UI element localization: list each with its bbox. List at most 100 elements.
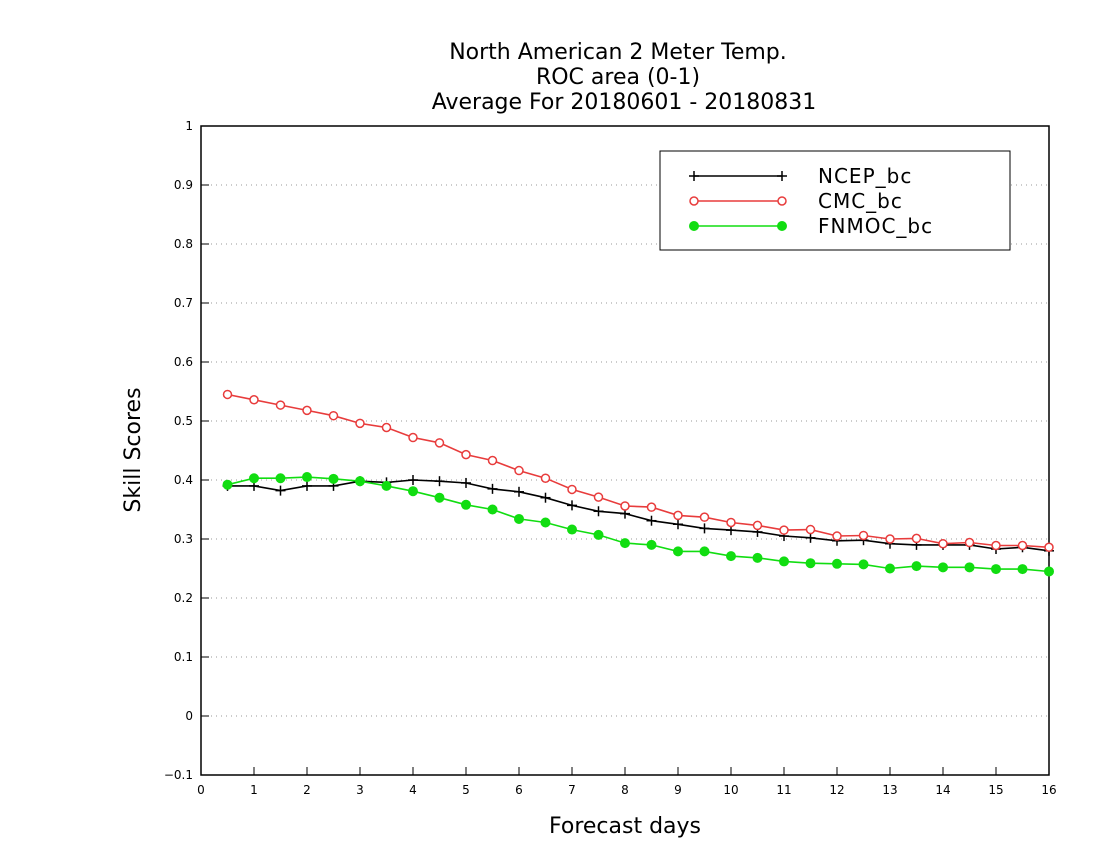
data-point-cmc-bc [805, 524, 816, 535]
data-point-fnmoc-bc [752, 552, 763, 563]
x-tick-label: 8 [621, 783, 629, 797]
data-point-fnmoc-bc [620, 538, 630, 549]
data-point-ncep-bc [408, 475, 418, 485]
series-fnmoc-bc [222, 472, 1054, 577]
data-point-cmc-bc [593, 492, 604, 502]
data-point-fnmoc-bc [1044, 566, 1054, 577]
data-point-cmc-bc [408, 432, 418, 443]
data-point-cmc-bc [991, 540, 1001, 551]
legend-label: CMC_bc [818, 189, 903, 213]
data-point-ncep-bc [514, 486, 524, 497]
data-point-cmc-bc [620, 501, 630, 511]
y-axis: −0.1 0 0.1 0.2 0.3 0.4 0.5 0.6 0.7 0.8 0.9 1 [164, 119, 209, 782]
data-point-fnmoc-bc [408, 486, 418, 497]
data-point-fnmoc-bc [461, 499, 471, 510]
y-tick-label: 0.9 [174, 178, 193, 192]
data-point-ncep-bc [805, 532, 816, 543]
x-axis: 0 1 2 3 4 5 6 7 8 9 10 11 12 13 14 15 16 [197, 767, 1057, 797]
data-point-fnmoc-bc [381, 480, 392, 491]
data-point-cmc-bc [779, 525, 789, 535]
x-tick-label: 9 [674, 783, 682, 797]
legend-label: NCEP_bc [818, 164, 912, 188]
data-point-fnmoc-bc [991, 564, 1001, 575]
y-tick-label: 0.8 [174, 237, 193, 251]
x-tick-label: 14 [935, 783, 950, 797]
data-point-fnmoc-bc [275, 473, 286, 484]
x-axis-label: Forecast days [549, 814, 701, 839]
x-tick-label: 6 [515, 783, 523, 797]
data-point-fnmoc-bc [885, 563, 895, 574]
legend-marker [777, 171, 787, 181]
data-point-fnmoc-bc [673, 546, 683, 557]
x-tick-label: 3 [356, 783, 364, 797]
data-point-ncep-bc [540, 492, 551, 503]
data-point-ncep-bc [302, 480, 312, 491]
data-point-ncep-bc [646, 515, 657, 526]
data-point-cmc-bc [302, 405, 312, 416]
data-point-fnmoc-bc [779, 556, 789, 567]
data-point-fnmoc-bc [328, 473, 339, 484]
data-point-fnmoc-bc [911, 561, 922, 572]
legend-marker [689, 196, 699, 206]
x-tick-label: 10 [723, 783, 738, 797]
data-point-fnmoc-bc [646, 539, 657, 550]
x-tick-label: 16 [1041, 783, 1056, 797]
legend-marker [689, 171, 699, 181]
data-point-fnmoc-bc [858, 559, 869, 570]
x-tick-label: 0 [197, 783, 205, 797]
series-layer [222, 389, 1054, 577]
data-point-ncep-bc [275, 485, 286, 496]
chart-title-line-3: Average For 20180601 - 20180831 [432, 90, 817, 115]
y-tick-label: 1 [185, 119, 193, 133]
data-point-cmc-bc [752, 520, 763, 531]
data-point-cmc-bc [328, 410, 339, 421]
data-point-fnmoc-bc [567, 524, 577, 535]
chart-title: North American 2 Meter Temp. ROC area (0… [432, 40, 817, 115]
data-point-ncep-bc [593, 506, 604, 517]
x-tick-label: 15 [988, 783, 1003, 797]
data-point-cmc-bc [1044, 542, 1054, 553]
y-tick-label: 0 [185, 709, 193, 723]
chart-title-line-2: ROC area (0-1) [536, 65, 700, 90]
legend-marker [777, 221, 787, 231]
data-point-cmc-bc [275, 400, 286, 410]
data-point-cmc-bc [1017, 540, 1028, 551]
data-point-fnmoc-bc [1017, 564, 1028, 575]
legend-label: FNMOC_bc [818, 214, 933, 238]
data-point-cmc-bc [381, 422, 392, 433]
data-point-fnmoc-bc [249, 473, 259, 484]
x-tick-label: 4 [409, 783, 417, 797]
data-point-cmc-bc [567, 484, 577, 495]
data-point-cmc-bc [938, 538, 948, 549]
y-tick-label: 0.5 [174, 414, 193, 428]
data-point-cmc-bc [355, 418, 365, 429]
data-point-fnmoc-bc [302, 472, 312, 483]
x-tick-label: 13 [882, 783, 897, 797]
y-tick-label: −0.1 [164, 768, 193, 782]
data-point-cmc-bc [434, 438, 445, 448]
series-cmc-bc [222, 389, 1054, 553]
data-point-fnmoc-bc [726, 551, 736, 562]
data-point-ncep-bc [461, 477, 471, 488]
data-point-cmc-bc [726, 517, 736, 528]
data-point-fnmoc-bc [964, 562, 975, 573]
legend-item-cmc-bc: CMC_bc [689, 189, 903, 213]
data-point-cmc-bc [222, 389, 233, 400]
y-tick-label: 0.4 [174, 473, 193, 487]
series-line-cmc-bc [227, 393, 1050, 549]
y-axis-label: Skill Scores [121, 387, 146, 512]
x-tick-label: 11 [776, 783, 791, 797]
x-tick-label: 12 [829, 783, 844, 797]
data-point-fnmoc-bc [938, 562, 948, 573]
data-point-cmc-bc [540, 473, 551, 483]
data-point-ncep-bc [434, 476, 445, 487]
data-point-fnmoc-bc [540, 517, 551, 528]
data-point-cmc-bc [487, 455, 498, 466]
y-tick-label: 0.7 [174, 296, 193, 310]
data-point-ncep-bc [487, 483, 498, 494]
y-tick-label: 0.2 [174, 591, 193, 605]
data-point-cmc-bc [514, 465, 524, 476]
data-point-cmc-bc [885, 534, 895, 544]
